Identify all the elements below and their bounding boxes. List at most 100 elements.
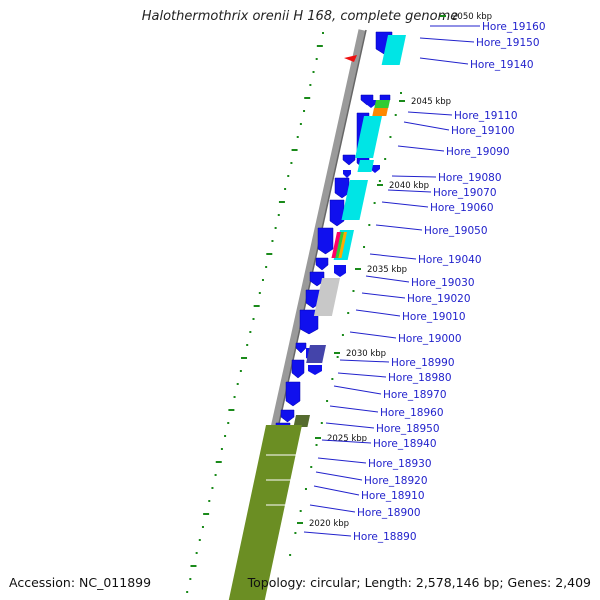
gene-connector: [375, 224, 423, 231]
gene-connector: [403, 121, 450, 131]
gene-connector: [315, 471, 363, 481]
gc-dot: [291, 149, 298, 151]
gc-dot: [208, 500, 211, 502]
gene-connector: [325, 422, 375, 429]
gene-arrow-icon[interactable]: [343, 170, 351, 178]
gene-arrow-icon[interactable]: [280, 409, 295, 423]
cog-block[interactable]: [335, 232, 344, 258]
gc-dot: [296, 136, 299, 138]
gene-label[interactable]: Hore_18980: [388, 372, 452, 384]
gene-arrow-icon[interactable]: [309, 271, 325, 287]
gene-label[interactable]: Hore_19010: [402, 311, 466, 323]
gene-label[interactable]: Hore_18990: [391, 357, 455, 369]
gene-arrow-icon[interactable]: [317, 227, 334, 255]
gene-label[interactable]: Hore_19140: [470, 59, 534, 71]
cog-block[interactable]: [293, 415, 310, 427]
cog-block[interactable]: [313, 278, 340, 316]
gene-connector: [387, 189, 432, 193]
cog-block[interactable]: [338, 232, 347, 258]
track-dot: [347, 312, 350, 314]
cog-block[interactable]: [227, 425, 302, 600]
track-dot: [378, 180, 381, 182]
track-dot: [299, 510, 302, 512]
gene-arrow-icon[interactable]: [291, 359, 305, 379]
scale-label: 2025 kbp: [327, 434, 367, 444]
scale-label: 2040 kbp: [389, 181, 429, 191]
track-dot: [368, 224, 371, 226]
position-pointer-icon[interactable]: [344, 55, 357, 62]
cog-block[interactable]: [381, 35, 406, 65]
gene-arrow-icon[interactable]: [299, 309, 319, 335]
gene-label[interactable]: Hore_18920: [364, 475, 428, 487]
gene-label[interactable]: Hore_18960: [380, 407, 444, 419]
gene-label[interactable]: Hore_19150: [476, 37, 540, 49]
cog-block[interactable]: [341, 180, 368, 220]
scale-label: 2045 kbp: [411, 97, 451, 107]
gene-label[interactable]: Hore_18950: [376, 423, 440, 435]
cog-block[interactable]: [374, 100, 390, 108]
gene-label[interactable]: Hore_19070: [433, 187, 497, 199]
gc-dot: [203, 513, 210, 515]
gene-arrow-icon[interactable]: [285, 381, 301, 407]
gene-arrow-icon[interactable]: [315, 257, 329, 271]
gene-arrow-icon[interactable]: [334, 265, 346, 277]
gc-dot: [266, 253, 273, 255]
cog-block[interactable]: [372, 108, 388, 116]
gene-connector: [321, 439, 372, 444]
gene-label[interactable]: Hore_18940: [373, 438, 437, 450]
cog-block[interactable]: [306, 345, 326, 363]
gc-dot: [274, 227, 277, 229]
gene-connector: [317, 457, 367, 464]
gc-dot: [198, 539, 201, 541]
gene-label[interactable]: Hore_18930: [368, 458, 432, 470]
gc-dot: [316, 45, 323, 47]
gene-label[interactable]: Hore_19020: [407, 293, 471, 305]
gene-label[interactable]: Hore_19160: [482, 21, 546, 33]
gene-label[interactable]: Hore_19040: [418, 254, 482, 266]
gene-arrow-icon[interactable]: [295, 342, 307, 354]
gene-label[interactable]: Hore_19080: [438, 172, 502, 184]
gene-label[interactable]: Hore_18890: [353, 531, 417, 543]
gc-dot: [215, 461, 222, 463]
track-dot: [373, 202, 376, 204]
gene-label[interactable]: Hore_19030: [411, 277, 475, 289]
track-dot: [394, 114, 397, 116]
gene-connector: [309, 504, 356, 513]
gc-dot: [195, 552, 198, 554]
gc-dot: [220, 448, 223, 450]
gene-connector: [355, 309, 401, 317]
track-dot: [331, 378, 334, 380]
gene-label[interactable]: Hore_19050: [424, 225, 488, 237]
gc-dot: [186, 591, 189, 593]
gene-connector: [361, 292, 406, 299]
gc-dot: [233, 396, 236, 398]
gene-label[interactable]: Hore_19060: [430, 202, 494, 214]
gene-label[interactable]: Hore_19100: [451, 125, 515, 137]
gc-dot: [322, 32, 324, 34]
gene-label[interactable]: Hore_18910: [361, 490, 425, 502]
gc-dot: [228, 409, 235, 411]
gc-dot: [211, 487, 214, 489]
gc-dot: [236, 383, 239, 385]
gene-arrow-icon[interactable]: [308, 365, 322, 375]
gene-arrow-icon[interactable]: [366, 100, 376, 108]
gene-arrow-icon[interactable]: [334, 177, 350, 199]
cog-block[interactable]: [355, 116, 383, 158]
gc-dot: [246, 344, 249, 346]
gene-label[interactable]: Hore_18970: [383, 389, 447, 401]
track-dot: [400, 92, 402, 94]
gene-connector: [365, 275, 410, 283]
gene-arrow-icon[interactable]: [329, 199, 345, 227]
scale-label: 2050 kbp: [452, 12, 492, 22]
gene-label[interactable]: Hore_18900: [357, 507, 421, 519]
gene-track-cog: [227, 35, 406, 600]
gc-dot: [284, 188, 287, 190]
track-dot: [357, 268, 360, 270]
cog-block[interactable]: [357, 160, 374, 172]
gene-label[interactable]: Hore_19090: [446, 146, 510, 158]
gene-label[interactable]: Hore_19000: [398, 333, 462, 345]
gene-label[interactable]: Hore_19110: [454, 110, 518, 122]
cog-block[interactable]: [331, 232, 341, 258]
gene-arrow-icon[interactable]: [342, 154, 356, 166]
